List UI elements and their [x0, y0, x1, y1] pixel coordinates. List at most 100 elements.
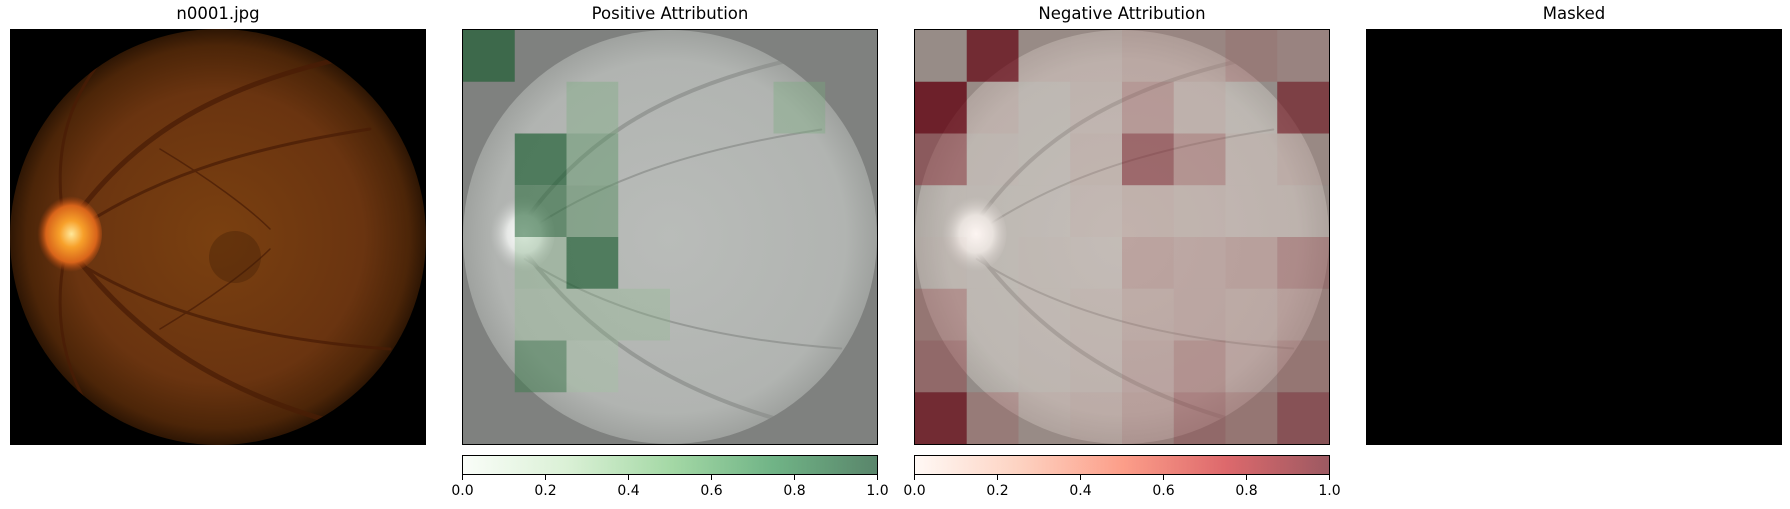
colorbar-tick-label: 0.8: [783, 483, 806, 499]
positive-cell-2-2: [566, 133, 619, 186]
positive-cell-0-0: [463, 30, 515, 82]
positive-cell-1-6: [773, 81, 826, 134]
negative-cell-0-5: [1173, 30, 1226, 82]
negative-cell-2-6: [1225, 133, 1278, 186]
negative-cell-7-5: [1173, 392, 1226, 444]
negative-cell-7-0: [915, 392, 967, 444]
negative-cell-5-7: [1277, 288, 1329, 341]
negative-cell-4-1: [966, 237, 1019, 289]
negative-cell-7-6: [1225, 392, 1278, 444]
masked-image: [1366, 29, 1782, 445]
negative-cell-0-7: [1277, 30, 1329, 82]
negative-cell-0-3: [1070, 30, 1122, 82]
negative-cell-7-1: [966, 392, 1019, 444]
panel-title-original: n0001.jpg: [176, 4, 260, 23]
colorbar-tick: [628, 475, 629, 480]
negative-attribution-map: [914, 29, 1330, 445]
positive-colorbar: [462, 455, 878, 475]
negative-cell-5-5: [1173, 288, 1226, 341]
negative-cell-4-6: [1225, 237, 1278, 289]
negative-colorbar-ticks: 0.0 0.2 0.4 0.6 0.8 1.0: [903, 475, 1341, 505]
colorbar-tick-label: 0.6: [700, 483, 723, 499]
negative-cell-6-5: [1173, 340, 1226, 393]
colorbar-tick: [545, 475, 546, 480]
negative-cell-7-3: [1070, 392, 1122, 444]
negative-cell-1-3: [1070, 81, 1122, 134]
negative-cell-6-0: [915, 340, 967, 393]
colorbar-tick: [877, 475, 878, 480]
negative-cell-4-5: [1173, 237, 1226, 289]
positive-cell-3-1: [514, 185, 567, 237]
colorbar-tick: [1080, 475, 1081, 480]
colorbar-tick: [794, 475, 795, 480]
negative-cell-3-1: [966, 185, 1019, 237]
negative-cell-3-5: [1173, 185, 1226, 237]
negative-cell-1-6: [1225, 81, 1278, 134]
colorbar-tick-label: 0.2: [534, 483, 557, 499]
negative-cell-6-4: [1122, 340, 1174, 393]
colorbar-tick-label: 1.0: [866, 483, 889, 499]
colorbar-tick: [914, 475, 915, 480]
positive-cell-1-2: [566, 81, 619, 134]
positive-cell-2-1: [514, 133, 567, 186]
negative-cell-0-1: [966, 30, 1019, 82]
negative-cell-7-7: [1277, 392, 1329, 444]
original-fundus-image: [10, 29, 426, 445]
negative-cell-2-3: [1070, 133, 1122, 186]
negative-cell-3-6: [1225, 185, 1278, 237]
negative-cell-5-6: [1225, 288, 1278, 341]
negative-cell-6-2: [1018, 340, 1071, 393]
negative-cell-1-2: [1018, 81, 1071, 134]
positive-attribution-map: [462, 29, 878, 445]
negative-cell-3-7: [1277, 185, 1329, 237]
positive-cell-6-2: [566, 340, 619, 393]
negative-cell-6-3: [1070, 340, 1122, 393]
colorbar-tick: [711, 475, 712, 480]
colorbar-tick: [997, 475, 998, 480]
negative-cell-4-4: [1122, 237, 1174, 289]
positive-cell-4-2: [566, 237, 619, 289]
negative-cell-1-0: [915, 81, 967, 134]
negative-cell-5-4: [1122, 288, 1174, 341]
negative-cell-4-3: [1070, 237, 1122, 289]
positive-cell-6-1: [514, 340, 567, 393]
negative-cell-4-2: [1018, 237, 1071, 289]
colorbar-tick-label: 0.0: [451, 483, 474, 499]
negative-cell-3-3: [1070, 185, 1122, 237]
positive-cell-5-3: [618, 288, 670, 341]
negative-cell-7-4: [1122, 392, 1174, 444]
colorbar-tick: [462, 475, 463, 480]
positive-cell-5-2: [566, 288, 619, 341]
negative-cell-2-1: [966, 133, 1019, 186]
colorbar-tick-label: 0.4: [1069, 483, 1092, 499]
panel-title-negative: Negative Attribution: [1038, 4, 1206, 23]
negative-cell-3-4: [1122, 185, 1174, 237]
negative-cell-0-4: [1122, 30, 1174, 82]
positive-cell-4-1: [514, 237, 567, 289]
negative-cell-5-3: [1070, 288, 1122, 341]
colorbar-tick-label: 0.6: [1152, 483, 1175, 499]
negative-cell-0-6: [1225, 30, 1278, 82]
negative-cell-2-5: [1173, 133, 1226, 186]
negative-cell-0-0: [915, 30, 967, 82]
positive-cell-5-1: [514, 288, 567, 341]
negative-cell-0-2: [1018, 30, 1071, 82]
negative-cell-6-1: [966, 340, 1019, 393]
colorbar-tick-label: 0.0: [903, 483, 926, 499]
negative-cell-5-0: [915, 288, 967, 341]
positive-colorbar-ticks: 0.0 0.2 0.4 0.6 0.8 1.0: [451, 475, 889, 505]
negative-colorbar: [914, 455, 1330, 475]
negative-cell-2-0: [915, 133, 967, 186]
negative-cell-1-4: [1122, 81, 1174, 134]
negative-cell-1-5: [1173, 81, 1226, 134]
positive-cell-3-2: [566, 185, 619, 237]
negative-cell-4-7: [1277, 237, 1329, 289]
colorbar-tick: [1246, 475, 1247, 480]
negative-cell-7-2: [1018, 392, 1071, 444]
panel-title-masked: Masked: [1542, 4, 1606, 23]
panel-title-positive: Positive Attribution: [591, 4, 749, 23]
negative-cell-6-7: [1277, 340, 1329, 393]
negative-cell-1-7: [1277, 81, 1329, 134]
colorbar-tick-label: 0.2: [986, 483, 1009, 499]
negative-cell-3-2: [1018, 185, 1071, 237]
